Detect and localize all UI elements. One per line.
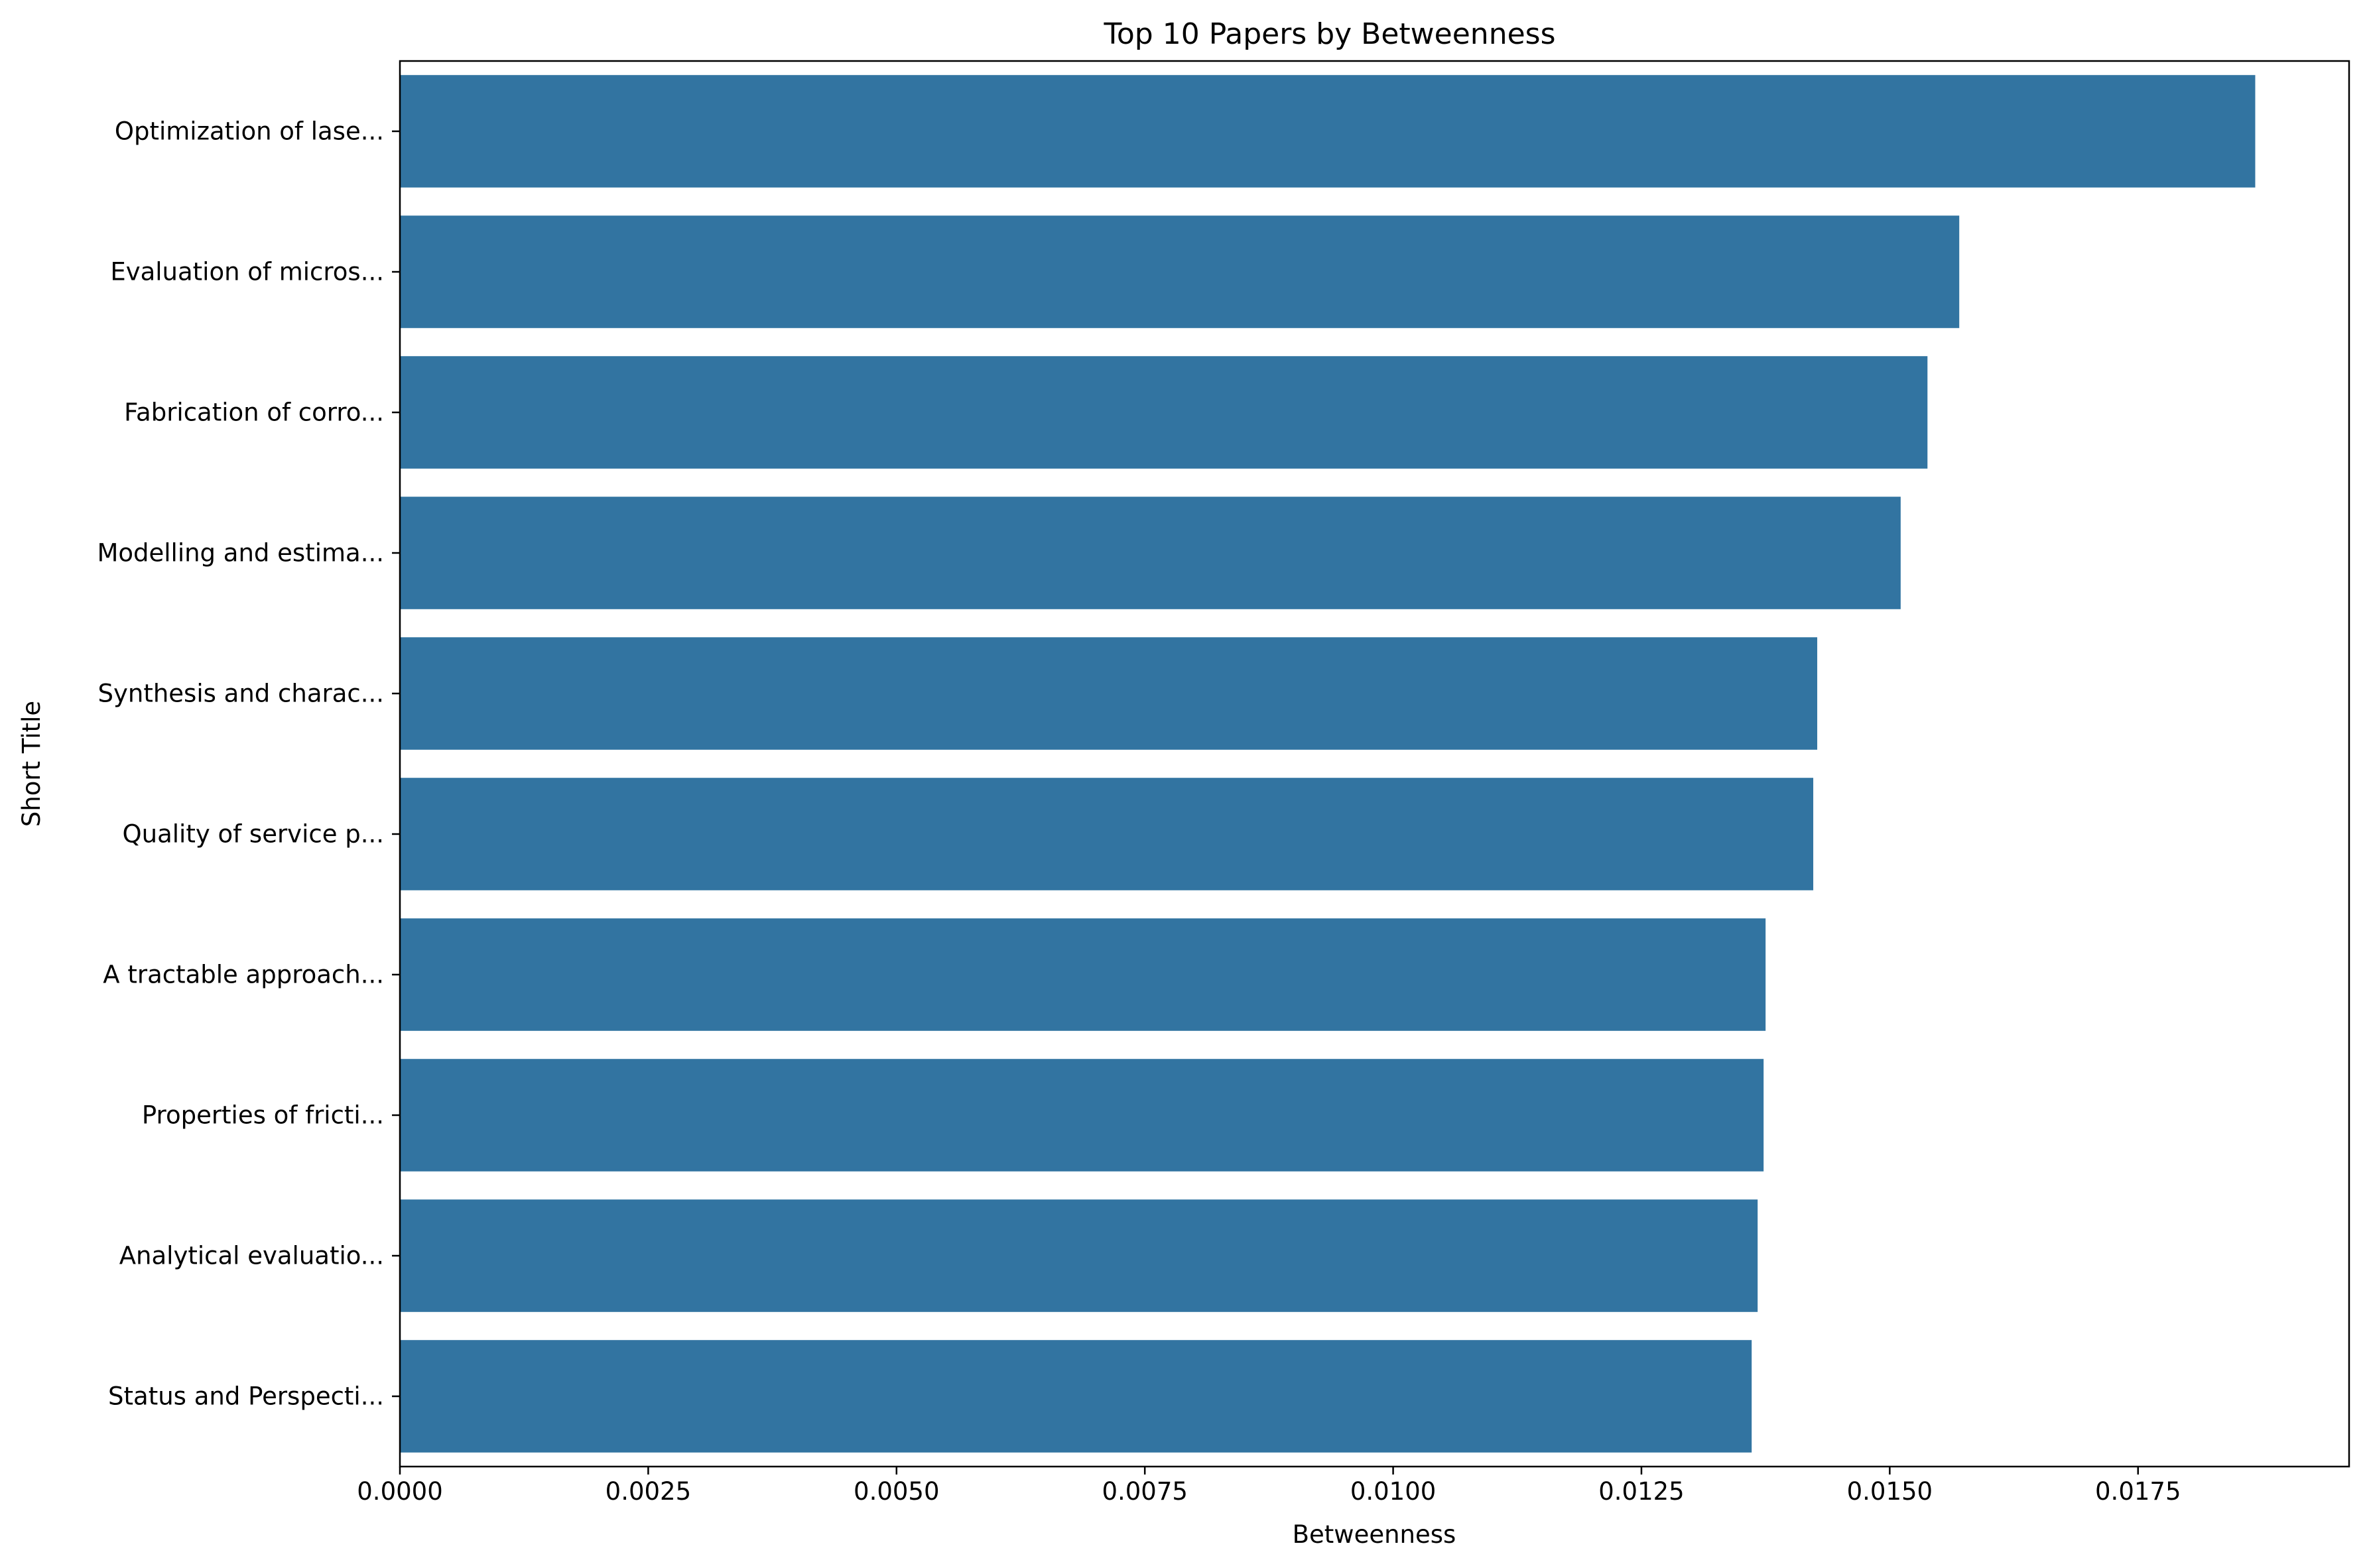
- y-tick-label: Properties of fricti...: [142, 1101, 384, 1130]
- bar-6: [400, 778, 1814, 890]
- bar-2: [400, 215, 1960, 328]
- x-tick-label: 0.0150: [1847, 1477, 1933, 1506]
- x-axis-ticks: 0.0000 0.0025 0.0050 0.0075 0.0100 0.0125 0.01…: [357, 1467, 2181, 1506]
- bars-group: [400, 75, 2256, 1453]
- x-tick-label: 0.0025: [606, 1477, 691, 1506]
- x-tick-label: 0.0000: [357, 1477, 442, 1506]
- y-tick-label: Fabrication of corro...: [124, 398, 384, 427]
- bar-5: [400, 637, 1818, 750]
- bar-8: [400, 1059, 1764, 1172]
- bar-1: [400, 75, 2256, 188]
- y-tick-label: Modelling and estima...: [97, 539, 384, 568]
- y-tick-label: Status and Perspecti...: [108, 1382, 384, 1411]
- chart-title: Top 10 Papers by Betweenness: [1103, 17, 1555, 51]
- bar-10: [400, 1340, 1752, 1453]
- plot-frame: [399, 60, 2350, 1468]
- y-tick-label: Synthesis and charac...: [98, 680, 385, 708]
- bar-4: [400, 497, 1901, 609]
- y-tick-label: Optimization of lase...: [115, 117, 384, 146]
- x-tick-label: 0.0100: [1350, 1477, 1436, 1506]
- y-tick-label: Analytical evaluatio...: [119, 1242, 384, 1270]
- y-tick-label: Quality of service p...: [123, 820, 384, 849]
- x-tick-label: 0.0125: [1598, 1477, 1684, 1506]
- y-axis-ticks: Optimization of lase... Evaluation of mic…: [97, 117, 400, 1411]
- x-tick-label: 0.0175: [2095, 1477, 2181, 1506]
- x-axis-label: Betweenness: [1293, 1520, 1456, 1549]
- y-tick-label: A tractable approach...: [103, 961, 384, 989]
- bar-7: [400, 918, 1766, 1031]
- x-tick-label: 0.0050: [854, 1477, 939, 1506]
- bar-3: [400, 356, 1928, 469]
- x-tick-label: 0.0075: [1102, 1477, 1187, 1506]
- y-tick-label: Evaluation of micros...: [110, 258, 384, 286]
- y-axis-label: Short Title: [17, 701, 46, 827]
- bar-9: [400, 1199, 1758, 1312]
